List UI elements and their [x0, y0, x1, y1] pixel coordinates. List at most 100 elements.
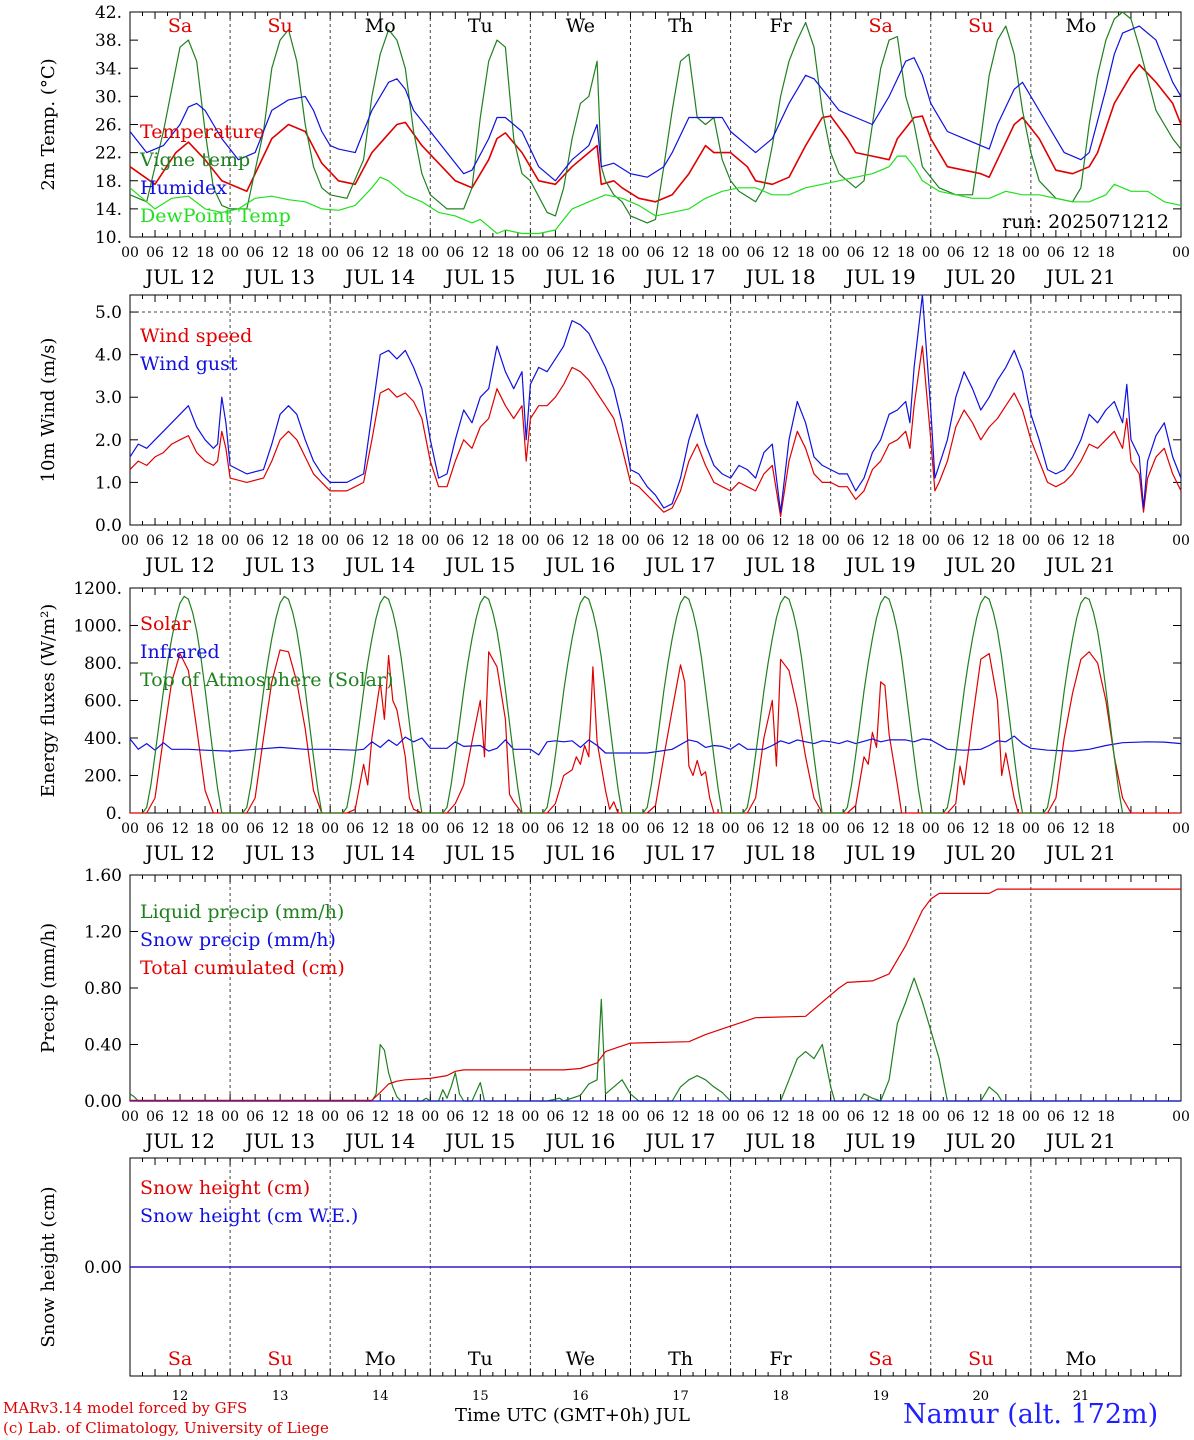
date-label: JUL 16 — [543, 1129, 615, 1153]
legend-total-cumulated-cm: Total cumulated (cm) — [140, 957, 345, 979]
date-label: JUL 15 — [443, 1129, 515, 1153]
day-name: Sa — [168, 15, 192, 37]
hour-label: 06 — [747, 1109, 765, 1125]
x-axis-title: Time UTC (GMT+0h) JUL — [455, 1405, 690, 1426]
hour-label: 00 — [1022, 1109, 1040, 1125]
hour-label: 00 — [1022, 245, 1040, 261]
date-label: JUL 17 — [644, 265, 716, 289]
y-tick-label: 1.60 — [84, 866, 122, 886]
date-label: JUL 13 — [243, 1129, 315, 1153]
hour-label: 12 — [772, 821, 790, 837]
hour-label: 12 — [1072, 1109, 1090, 1125]
hour-label: 00 — [1172, 533, 1190, 549]
date-label: JUL 14 — [343, 265, 415, 289]
y-tick-label: 200. — [84, 767, 122, 787]
hour-label: 00 — [622, 245, 640, 261]
hour-label: 06 — [146, 533, 164, 549]
y-axis-label: 2m Temp. (°C) — [38, 58, 59, 190]
hour-label: 00 — [622, 533, 640, 549]
hour-label: 18 — [1097, 1109, 1115, 1125]
date-label: JUL 12 — [143, 841, 215, 865]
hour-label: 18 — [997, 533, 1015, 549]
hour-label: 00 — [121, 821, 139, 837]
hour-label: 00 — [822, 821, 840, 837]
hour-label: 06 — [146, 245, 164, 261]
hour-label: 12 — [972, 1109, 990, 1125]
series-temperature — [129, 63, 1182, 203]
hour-label: 06 — [246, 1109, 264, 1125]
hour-label: 06 — [446, 821, 464, 837]
y-axis-label: Energy fluxes (W/m²) — [38, 604, 59, 798]
hour-label: 18 — [697, 1109, 715, 1125]
legend-snow-precip-mm-h: Snow precip (mm/h) — [140, 929, 336, 951]
hour-label: 18 — [997, 245, 1015, 261]
hour-label: 12 — [371, 533, 389, 549]
day-name: Su — [968, 15, 993, 37]
hour-label: 00 — [221, 1109, 239, 1125]
hour-label: 12 — [572, 1109, 590, 1125]
hour-label: 18 — [597, 1109, 615, 1125]
date-label: JUL 13 — [243, 841, 315, 865]
day-name: Su — [968, 1348, 993, 1370]
hour-label: 00 — [922, 533, 940, 549]
hour-label: 18 — [797, 821, 815, 837]
day-name: We — [566, 1348, 595, 1370]
y-tick-label: 4.0 — [95, 346, 122, 366]
y-tick-label: 38. — [95, 31, 122, 51]
y-tick-label: 1.0 — [95, 473, 122, 493]
hour-label: 12 — [872, 245, 890, 261]
hour-label: 00 — [221, 533, 239, 549]
hour-label: 06 — [847, 533, 865, 549]
hour-label: 12 — [1072, 245, 1090, 261]
date-label: JUL 13 — [243, 553, 315, 577]
hour-label: 18 — [797, 1109, 815, 1125]
hour-label: 00 — [722, 533, 740, 549]
hour-label: 06 — [947, 533, 965, 549]
hour-label: 06 — [346, 821, 364, 837]
hour-label: 00 — [922, 1109, 940, 1125]
y-axis-label: 10m Wind (m/s) — [38, 338, 59, 483]
hour-label: 00 — [1022, 821, 1040, 837]
legend-liquid-precip-mm-h: Liquid precip (mm/h) — [140, 901, 344, 923]
day-name: Mo — [1065, 15, 1096, 37]
date-label: JUL 19 — [844, 1129, 916, 1153]
hour-label: 18 — [396, 1109, 414, 1125]
date-label: JUL 21 — [1044, 553, 1116, 577]
date-label: JUL 16 — [543, 265, 615, 289]
hour-label: 18 — [496, 245, 514, 261]
hour-label: 00 — [321, 821, 339, 837]
hour-label: 06 — [647, 245, 665, 261]
hour-label: 12 — [672, 245, 690, 261]
day-name: We — [566, 15, 595, 37]
hour-label: 00 — [622, 1109, 640, 1125]
hour-label: 00 — [1172, 1109, 1190, 1125]
model-credit: MARv3.14 model forced by GFS — [3, 1399, 248, 1417]
y-tick-label: 0.0 — [95, 516, 122, 536]
hour-label: 00 — [622, 821, 640, 837]
hour-label: 00 — [521, 245, 539, 261]
date-label: JUL 14 — [343, 841, 415, 865]
date-label: JUL 19 — [844, 265, 916, 289]
y-tick-label: 10. — [95, 228, 122, 248]
hour-label: 00 — [1022, 533, 1040, 549]
date-label: JUL 21 — [1044, 265, 1116, 289]
legend-solar: Solar — [140, 613, 192, 635]
date-label: JUL 17 — [644, 1129, 716, 1153]
hour-label: 00 — [722, 1109, 740, 1125]
hour-label: 06 — [446, 533, 464, 549]
hour-label: 12 — [271, 533, 289, 549]
day-number: 16 — [572, 1389, 589, 1404]
hour-label: 06 — [246, 533, 264, 549]
hour-label: 18 — [296, 821, 314, 837]
legend-temperature: Temperature — [140, 121, 264, 143]
hour-label: 00 — [421, 245, 439, 261]
y-tick-label: 22. — [95, 144, 122, 164]
hour-label: 06 — [847, 245, 865, 261]
day-name: Th — [668, 1348, 693, 1370]
hour-label: 12 — [672, 821, 690, 837]
legend-humidex: Humidex — [140, 177, 227, 199]
y-axis-label: Snow height (cm) — [38, 1186, 59, 1347]
hour-label: 12 — [872, 821, 890, 837]
hour-label: 18 — [797, 245, 815, 261]
